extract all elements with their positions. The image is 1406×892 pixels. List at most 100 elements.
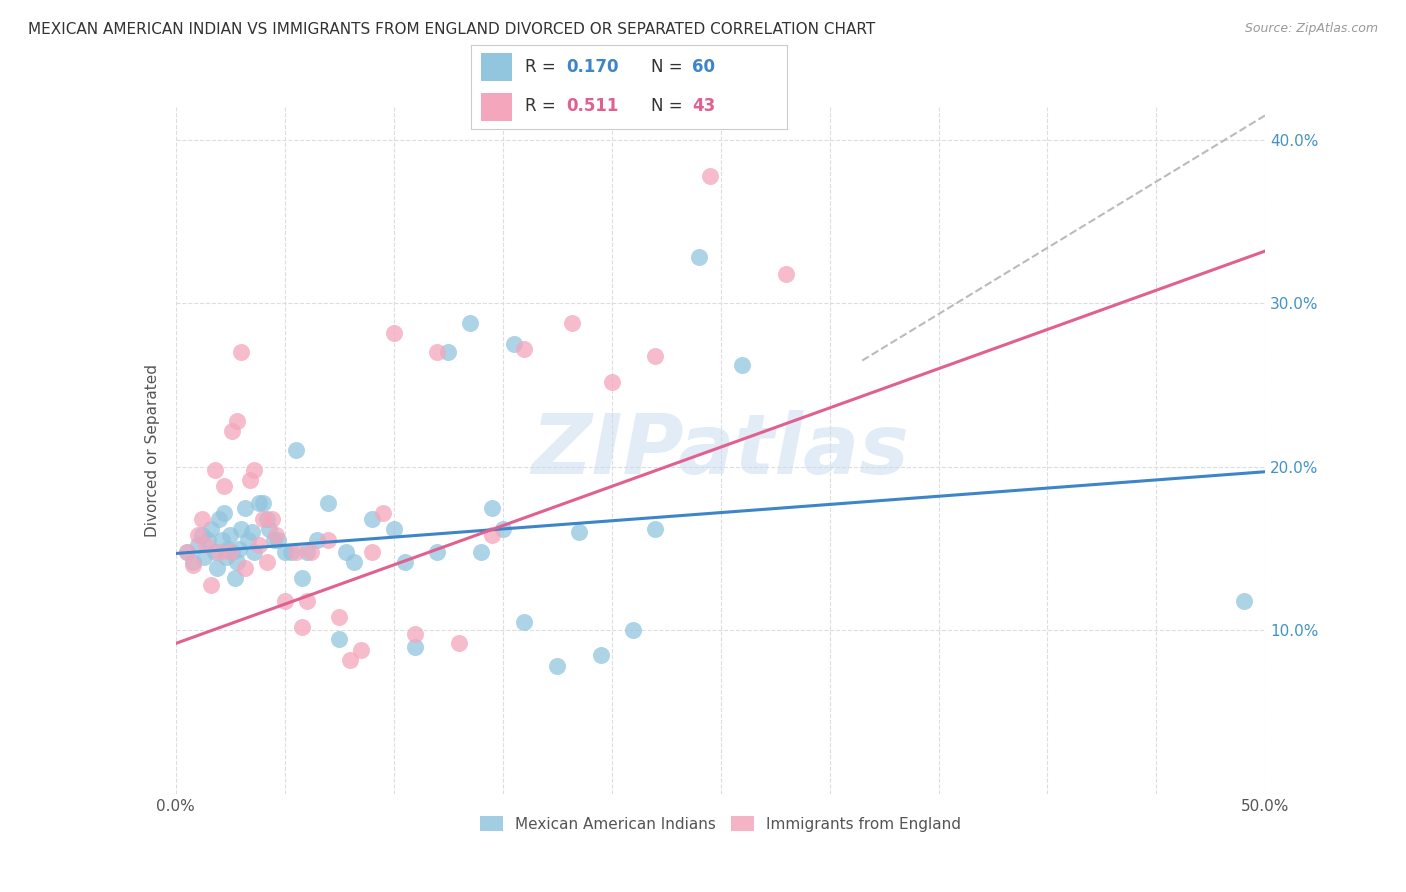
Point [243, 463, 266, 477]
Point [181, 558, 204, 572]
Bar [481, 93, 512, 120]
Point [644, 349, 666, 363]
Point [247, 538, 270, 552]
Point [731, 359, 754, 373]
Point [699, 169, 721, 183]
Point [219, 528, 242, 542]
Point [470, 545, 492, 559]
Point [328, 610, 350, 624]
Point [224, 571, 246, 585]
Point [267, 533, 290, 548]
Text: R =: R = [524, 59, 561, 77]
Point [240, 525, 263, 540]
Point [221, 424, 243, 438]
Point [295, 545, 318, 559]
Point [360, 512, 382, 526]
Point [239, 473, 262, 487]
Point [561, 316, 583, 330]
Point [217, 541, 239, 556]
Point [211, 533, 233, 548]
Point [228, 541, 250, 556]
Point [284, 443, 307, 458]
Point [350, 643, 373, 657]
Text: ZIPatlas: ZIPatlas [531, 410, 910, 491]
Point [186, 528, 209, 542]
Point [318, 533, 340, 548]
Point [260, 512, 283, 526]
Point [231, 345, 253, 359]
Point [318, 496, 340, 510]
Point [492, 522, 515, 536]
Point [247, 496, 270, 510]
Point [219, 545, 242, 559]
Text: R =: R = [524, 97, 561, 115]
Point [394, 555, 416, 569]
Text: N =: N = [651, 97, 688, 115]
Point [200, 522, 222, 536]
Point [458, 316, 481, 330]
Point [1232, 594, 1256, 608]
Point [299, 545, 322, 559]
Text: 60: 60 [693, 59, 716, 77]
Text: 0.170: 0.170 [567, 59, 619, 77]
Point [405, 626, 427, 640]
Point [208, 512, 231, 526]
Point [405, 640, 427, 654]
Text: N =: N = [651, 59, 688, 77]
Point [204, 463, 226, 477]
Point [256, 512, 278, 526]
Point [426, 545, 449, 559]
Point [252, 496, 274, 510]
Point [426, 345, 449, 359]
Point [295, 594, 318, 608]
Point [284, 545, 307, 559]
Point [200, 577, 222, 591]
Point [291, 571, 314, 585]
Point [621, 624, 644, 638]
Y-axis label: Divorced or Separated: Divorced or Separated [145, 364, 160, 537]
Legend: Mexican American Indians, Immigrants from England: Mexican American Indians, Immigrants fro… [474, 810, 967, 838]
Point [339, 653, 361, 667]
Point [263, 533, 285, 548]
Point [259, 522, 281, 536]
Point [252, 512, 274, 526]
Point [225, 555, 247, 569]
Point [231, 522, 253, 536]
Point [212, 479, 235, 493]
Point [307, 533, 329, 548]
Point [481, 500, 503, 515]
Point [343, 555, 366, 569]
Text: 43: 43 [693, 97, 716, 115]
Point [328, 632, 350, 646]
Point [208, 545, 231, 559]
Bar [481, 54, 512, 81]
Point [191, 512, 214, 526]
Point [335, 545, 357, 559]
Point [221, 545, 243, 559]
Point [236, 533, 259, 548]
Point [195, 538, 218, 552]
Point [360, 545, 382, 559]
Point [589, 648, 612, 662]
Point [197, 533, 219, 548]
Point [191, 528, 214, 542]
Point [502, 337, 524, 351]
Point [775, 267, 797, 281]
Point [371, 506, 394, 520]
Point [291, 620, 314, 634]
Text: 0.511: 0.511 [567, 97, 619, 115]
Point [600, 375, 623, 389]
Point [447, 636, 470, 650]
Point [193, 549, 215, 564]
Point [186, 538, 209, 552]
Point [235, 561, 257, 575]
Point [280, 545, 302, 559]
Point [513, 615, 536, 630]
Point [382, 326, 405, 340]
Point [382, 522, 405, 536]
Point [644, 522, 666, 536]
Point [256, 555, 278, 569]
Point [225, 414, 247, 428]
Point [235, 500, 257, 515]
Point [176, 545, 198, 559]
